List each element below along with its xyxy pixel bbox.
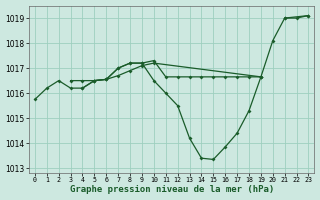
X-axis label: Graphe pression niveau de la mer (hPa): Graphe pression niveau de la mer (hPa) xyxy=(69,185,274,194)
